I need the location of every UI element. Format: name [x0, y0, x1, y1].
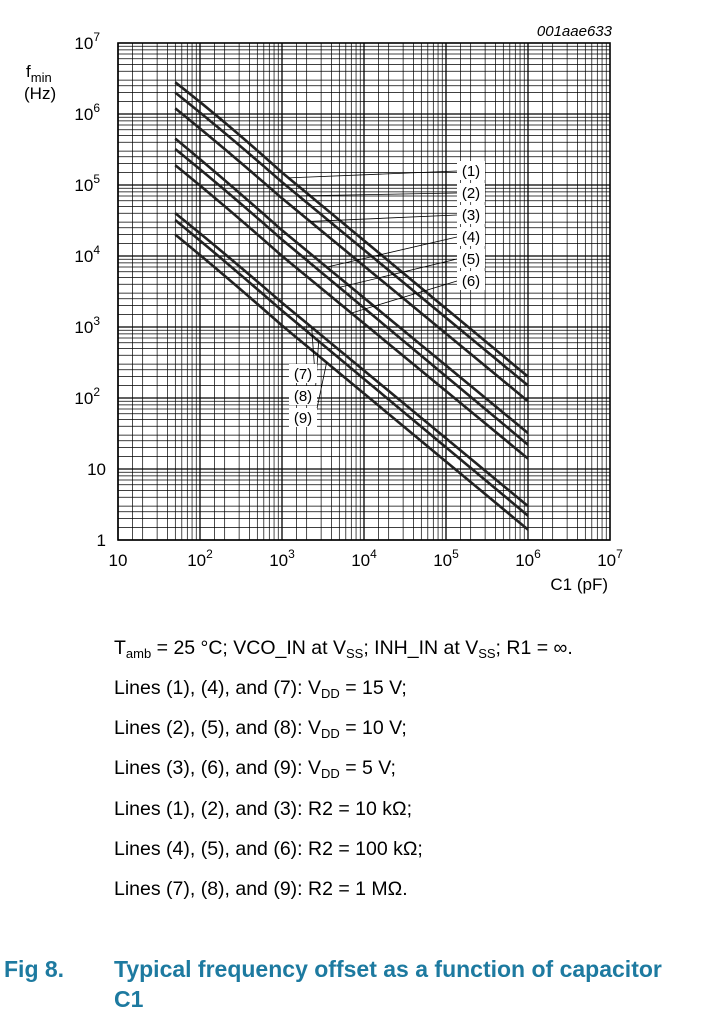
series-label-8: (8) — [294, 388, 312, 405]
y-axis-unit: (Hz) — [24, 84, 56, 103]
note-conditions: Tamb = 25 °C; VCO_IN at VSS; INH_IN at V… — [114, 637, 573, 661]
x-tick-label-4: 105 — [433, 547, 459, 570]
series-line-8 — [174, 219, 529, 517]
y-tick-label-2: 102 — [74, 385, 100, 408]
chart-code: 001aae633 — [537, 23, 613, 40]
y-tick-labels: 1 10 102 103 104 105 106 107 — [74, 30, 106, 550]
y-axis-label-subscript: min — [31, 70, 52, 85]
leader-line-1 — [288, 170, 458, 179]
series-label-6: (6) — [462, 273, 480, 290]
series-label-2: (2) — [462, 185, 480, 202]
figure-number: Fig 8. — [4, 956, 65, 982]
note-vdd-10: Lines (2), (5), and (8): VDD = 10 V; — [114, 717, 407, 741]
series-label-bg-2 — [457, 183, 485, 202]
note-4-text-b: = 5 V; — [339, 757, 396, 779]
note-r2-100k: Lines (4), (5), and (6): R2 = 100 kΩ; — [114, 838, 423, 860]
series-line-3 — [174, 107, 529, 403]
y-tick-label-4: 104 — [74, 243, 100, 266]
series-label-bg-5 — [457, 249, 485, 268]
series-label-bg-8 — [289, 386, 317, 405]
series-line-7 — [174, 212, 529, 508]
x-tick-label-2: 103 — [269, 547, 295, 570]
series-labels: (1) (2) (3) (4) (5) (6) (7) (8) (9) — [289, 161, 485, 427]
plot-frame — [117, 42, 611, 541]
series-label-1: (1) — [462, 163, 480, 180]
series-line-1 — [174, 81, 529, 378]
x-tick-label-6: 107 — [597, 547, 623, 570]
series-label-bg-7 — [289, 364, 317, 383]
x-axis-label: C1 (pF) — [550, 575, 608, 594]
note-2-text-b: = 15 V; — [339, 677, 407, 699]
series-line-9 — [174, 233, 529, 531]
x-tick-labels: 10 102 103 104 105 106 107 — [109, 547, 624, 570]
series-label-3: (3) — [462, 207, 480, 224]
leader-line-2 — [298, 192, 458, 197]
note-2-sub: DD — [321, 686, 340, 701]
y-axis-label: fmin — [26, 62, 52, 85]
leader-line-4 — [326, 236, 458, 268]
series-line-6 — [174, 164, 529, 460]
note-1-sub-a: amb — [125, 646, 152, 661]
series-label-7: (7) — [294, 366, 312, 383]
y-tick-label-0: 1 — [97, 531, 106, 550]
note-1-sub-c: SS — [478, 646, 496, 661]
chart-svg: (1)(2)(3)(4)(5)(6)(7)(8)(9) 10 102 103 104 1… — [24, 23, 624, 594]
note-vdd-5: Lines (3), (6), and (9): VDD = 5 V; — [114, 757, 396, 781]
chart-grid — [117, 43, 610, 541]
note-r2-10k: Lines (1), (2), and (3): R2 = 10 kΩ; — [114, 798, 412, 820]
series-label-4: (4) — [462, 229, 480, 246]
x-tick-label-3: 104 — [351, 547, 377, 570]
series-label-5: (5) — [462, 251, 480, 268]
series-label-bg-9 — [289, 408, 317, 427]
note-3-sub: DD — [321, 726, 340, 741]
series-label-bg-4 — [457, 227, 485, 246]
x-tick-label-1: 102 — [187, 547, 213, 570]
note-1-text-b: = 25 °C; VCO_IN at V — [151, 637, 346, 659]
y-tick-label-5: 105 — [74, 172, 100, 195]
series-line-2 — [174, 91, 529, 387]
note-3-text-a: Lines (2), (5), and (8): V — [114, 717, 321, 739]
y-tick-label-6: 106 — [74, 101, 100, 124]
note-3-text-b: = 10 V; — [339, 717, 407, 739]
x-tick-label-5: 106 — [515, 547, 541, 570]
y-tick-label-7: 107 — [74, 30, 100, 53]
leader-line-5 — [339, 258, 458, 288]
series-label-bg-3 — [457, 205, 485, 224]
series-label-bg-1 — [457, 161, 485, 180]
note-4-sub: DD — [321, 766, 340, 781]
note-1-text-c: ; INH_IN at V — [363, 637, 479, 659]
x-tick-label-0: 10 — [109, 551, 128, 570]
note-2-text-a: Lines (1), (4), and (7): V — [114, 677, 321, 699]
series-line-5 — [174, 148, 529, 446]
note-1-sub-b: SS — [345, 646, 364, 661]
y-tick-label-3: 103 — [74, 314, 100, 337]
y-tick-label-1: 10 — [87, 460, 106, 479]
series-line-4 — [174, 137, 529, 435]
note-4-text-a: Lines (3), (6), and (9): V — [114, 757, 321, 779]
note-1-text-d: ; R1 = ∞. — [495, 637, 573, 659]
leader-line-3 — [310, 214, 458, 222]
series-label-bg-6 — [457, 271, 485, 290]
note-vdd-15: Lines (1), (4), and (7): VDD = 15 V; — [114, 677, 407, 701]
note-r2-1m: Lines (7), (8), and (9): R2 = 1 MΩ. — [114, 878, 408, 900]
series-lines — [174, 81, 529, 531]
note-1-text-a: T — [114, 637, 126, 659]
figure-title: Typical frequency offset as a function o… — [114, 956, 662, 1012]
series-label-9: (9) — [294, 410, 312, 427]
leader-line-6 — [351, 280, 458, 314]
y-axis-label-symbol: f — [26, 62, 31, 81]
